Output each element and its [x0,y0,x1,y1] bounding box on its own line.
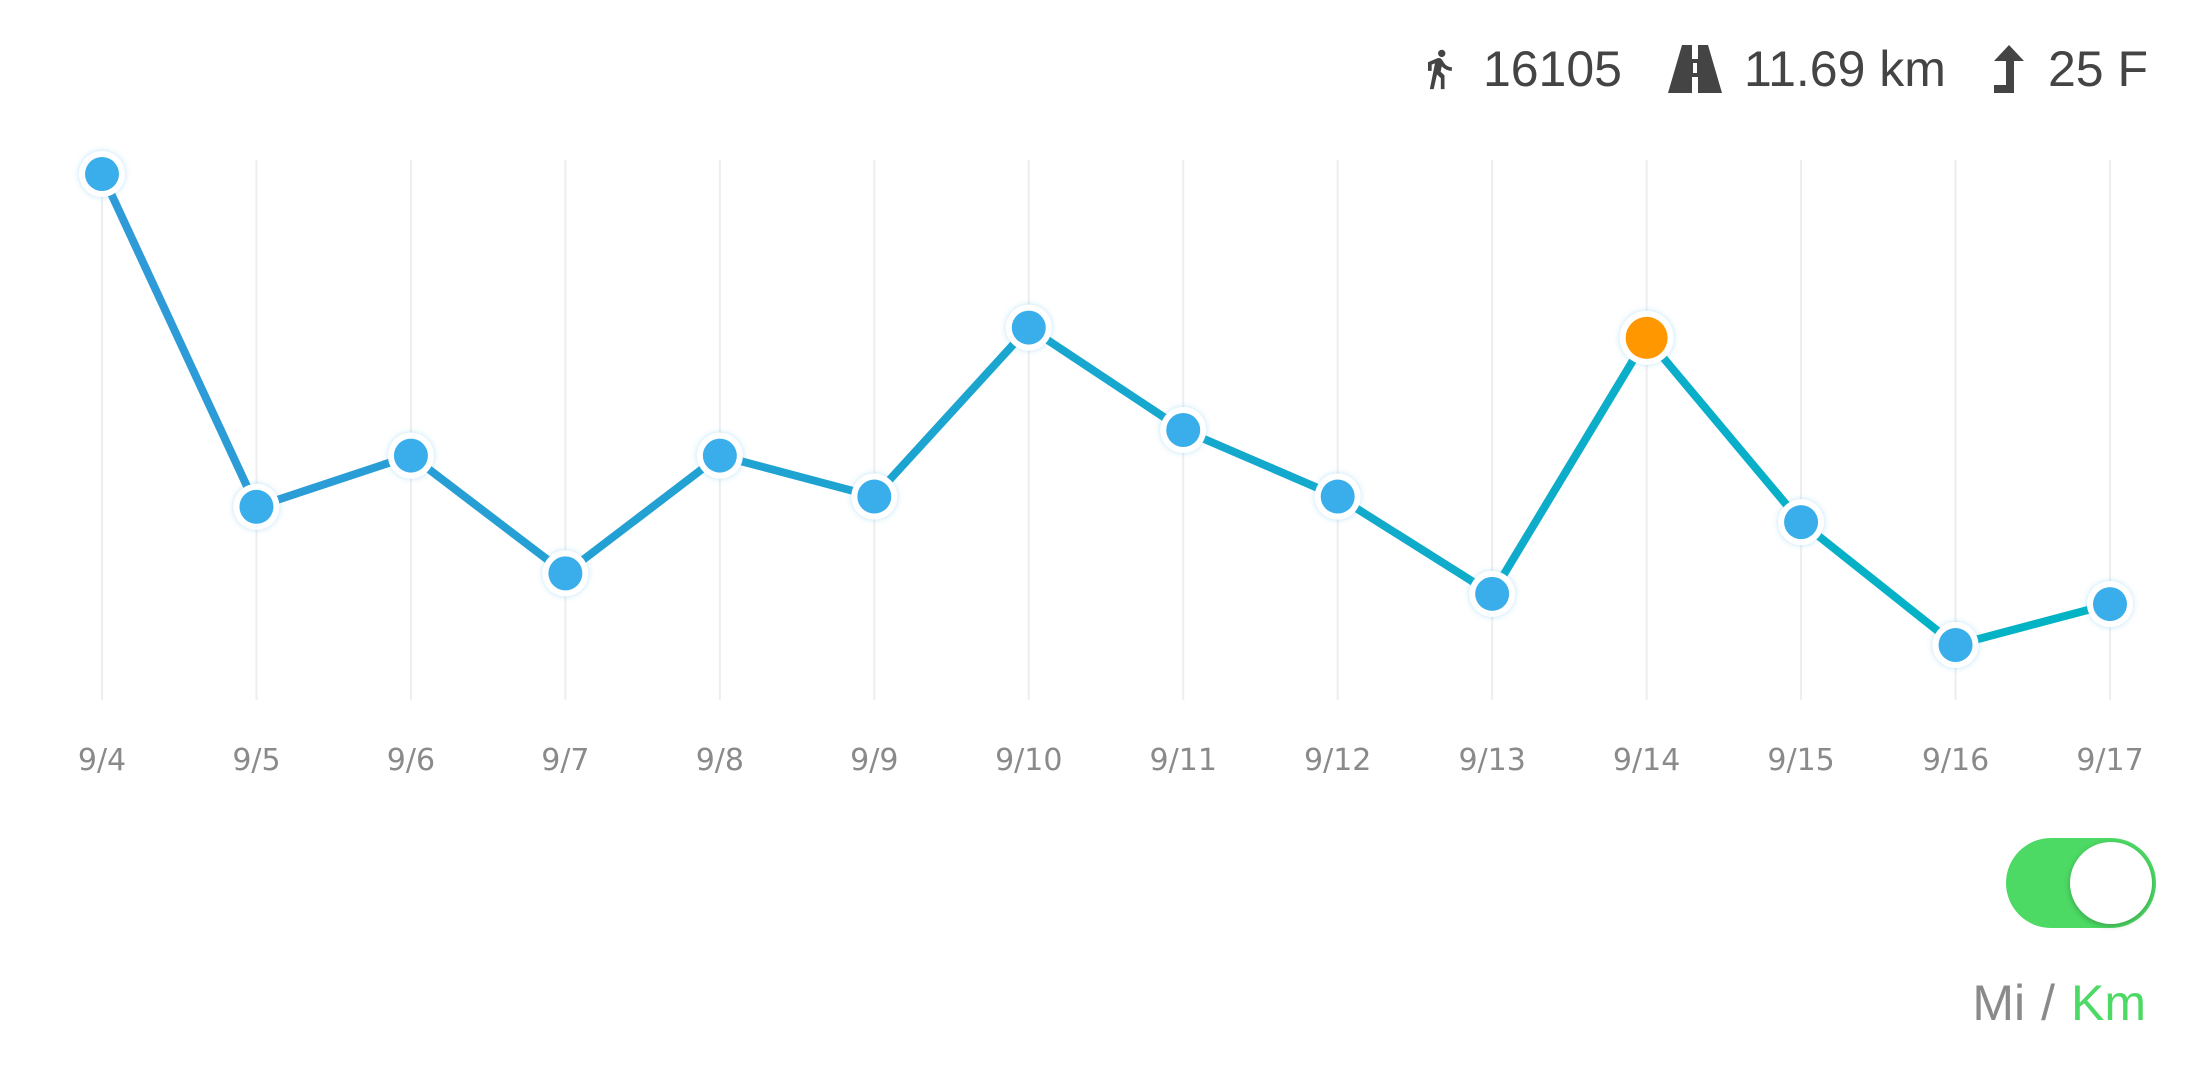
x-tick-label: 9/8 [696,743,744,778]
x-tick-label: 9/15 [1767,743,1834,778]
data-point[interactable] [393,438,428,473]
steps-stat: 16105 [1417,40,1622,98]
x-tick-label: 9/17 [2076,743,2143,778]
x-tick-label: 9/5 [232,743,280,778]
steps-line-chart: 9/4 9/5 9/6 9/7 9/8 9/9 9/10 9/11 9/12 9/13 9/14 9/… [78,151,2144,778]
x-tick-label: 9/16 [1922,743,1989,778]
data-point[interactable] [1475,576,1510,611]
data-point[interactable] [2093,587,2127,622]
km-label[interactable]: Km [2071,975,2146,1031]
x-tick-label: 9/11 [1150,743,1217,778]
highlighted-data-point[interactable] [1625,316,1668,359]
toggle-knob[interactable] [2070,842,2152,924]
unit-toggle-switch[interactable] [2006,838,2156,928]
distance-value: 11.69 km [1743,41,1946,97]
series-line [98,170,2114,650]
steps-value: 16105 [1482,41,1622,97]
grid-lines [101,160,2111,700]
x-tick-label: 9/4 [78,743,126,778]
road-icon [1667,43,1722,95]
x-axis-labels: 9/4 9/5 9/6 9/7 9/8 9/9 9/10 9/11 9/12 9/13 9/14 9/… [78,743,2144,778]
x-tick-label: 9/13 [1458,743,1525,778]
x-tick-label: 9/10 [995,743,1062,778]
data-point[interactable] [548,556,583,591]
x-tick-label: 9/7 [541,743,589,778]
data-point[interactable] [1320,479,1355,514]
x-tick-label: 9/9 [850,743,898,778]
x-tick-label: 9/12 [1304,743,1371,778]
data-point[interactable] [702,438,737,473]
data-point[interactable] [1011,310,1046,345]
stairs-up-arrow-icon [1992,43,2026,95]
unit-separator: / [2041,975,2055,1031]
data-point[interactable] [1166,413,1201,447]
data-point[interactable] [239,489,274,524]
distance-stat: 11.69 km [1667,40,1946,98]
unit-labels: Mi / Km [1964,974,2154,1032]
x-tick-label: 9/6 [387,743,435,778]
data-points [79,151,2133,669]
walking-person-icon [1417,43,1461,95]
floors-stat: 25 F [1992,40,2148,98]
data-point[interactable] [1784,505,1819,540]
data-point[interactable] [857,479,892,514]
floors-value: 25 F [2047,41,2148,97]
data-point[interactable] [1938,628,1973,663]
data-point[interactable] [85,157,119,191]
stats-bar: 16105 11.69 km 25 F [1371,40,2148,98]
x-tick-label: 9/14 [1613,743,1680,778]
miles-label[interactable]: Mi [1972,975,2026,1031]
